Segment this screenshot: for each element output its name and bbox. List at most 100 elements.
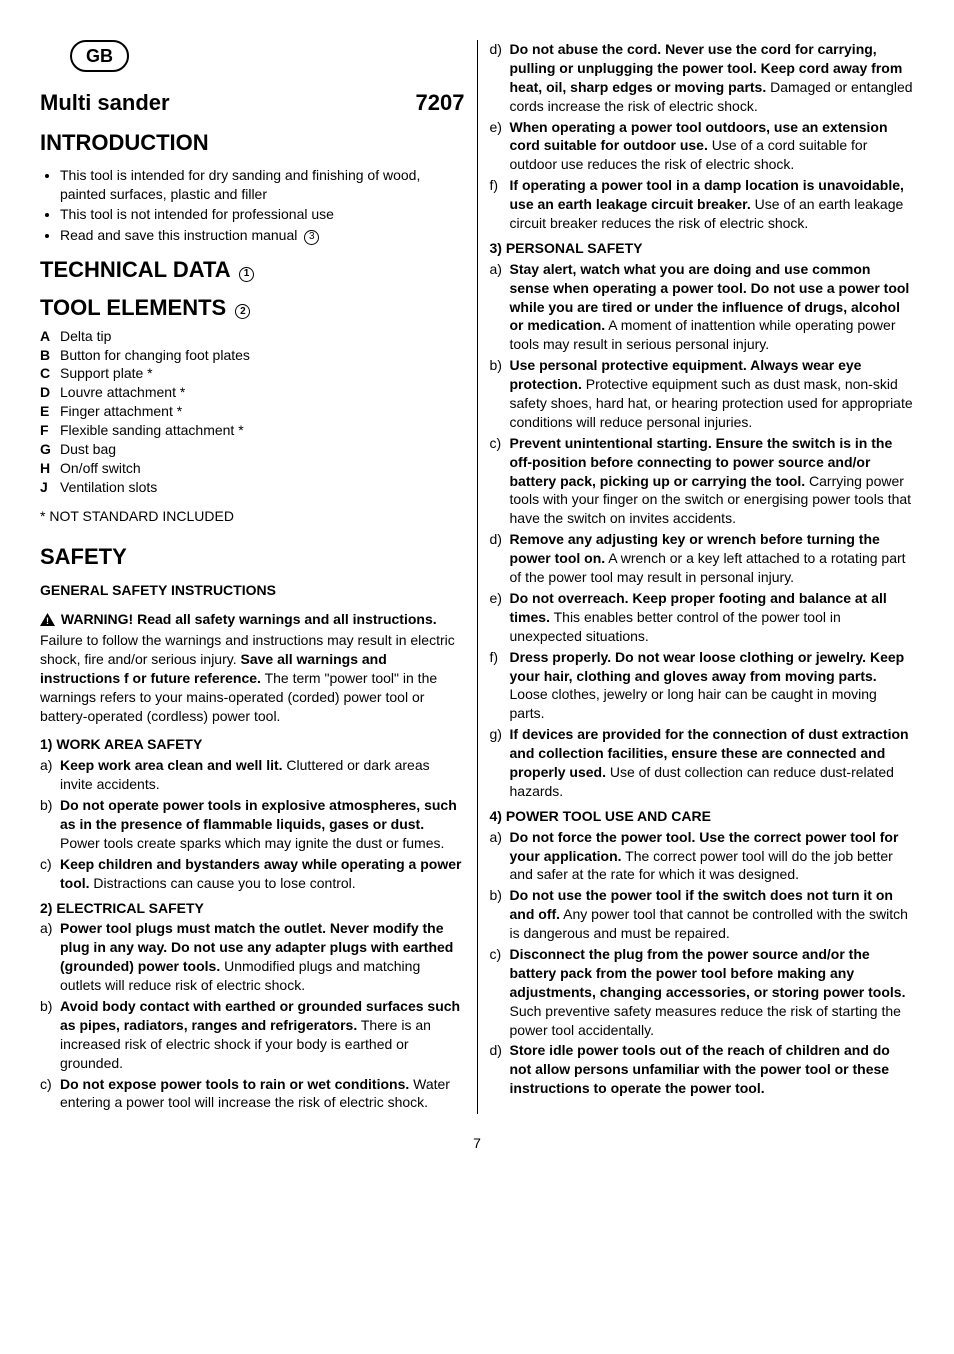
list-item: a)Stay alert, watch what you are doing a… xyxy=(490,260,915,354)
reference-circle-icon: 1 xyxy=(239,267,254,282)
country-badge: GB xyxy=(70,40,129,72)
page-number: 7 xyxy=(40,1134,914,1153)
section-2-heading: 2) ELECTRICAL SAFETY xyxy=(40,899,465,918)
item-marker: c) xyxy=(490,945,510,1039)
tool-element-value: On/off switch xyxy=(60,459,141,478)
section-2-list-left: a)Power tool plugs must match the outlet… xyxy=(40,919,465,1112)
tool-element-row: DLouvre attachment * xyxy=(40,383,465,402)
right-column: d)Do not abuse the cord. Never use the c… xyxy=(477,40,915,1114)
list-item: d)Remove any adjusting key or wrench bef… xyxy=(490,530,915,587)
list-item: b)Avoid body contact with earthed or gro… xyxy=(40,997,465,1073)
list-item: f)Dress properly. Do not wear loose clot… xyxy=(490,648,915,724)
intro-bullet: This tool is not intended for profession… xyxy=(60,205,465,224)
item-marker: b) xyxy=(40,997,60,1073)
tool-element-row: FFlexible sanding attachment * xyxy=(40,421,465,440)
tool-element-row: HOn/off switch xyxy=(40,459,465,478)
list-item: d)Do not abuse the cord. Never use the c… xyxy=(490,40,915,116)
item-bold: Dress properly. Do not wear loose clothi… xyxy=(510,649,905,684)
toolelements-heading-text: TOOL ELEMENTS xyxy=(40,295,226,320)
list-item: b)Do not use the power tool if the switc… xyxy=(490,886,915,943)
list-item: e)When operating a power tool outdoors, … xyxy=(490,118,915,175)
model-number: 7207 xyxy=(416,88,465,118)
section-4-heading: 4) POWER TOOL USE AND CARE xyxy=(490,807,915,826)
warning-icon: ! xyxy=(40,612,55,631)
intro-bullet: This tool is intended for dry sanding an… xyxy=(60,166,465,204)
item-marker: a) xyxy=(490,828,510,885)
tool-element-row: BButton for changing foot plates xyxy=(40,346,465,365)
tool-element-row: EFinger attachment * xyxy=(40,402,465,421)
section-3-heading: 3) PERSONAL SAFETY xyxy=(490,239,915,258)
tool-element-key: C xyxy=(40,364,60,383)
list-item: a)Power tool plugs must match the outlet… xyxy=(40,919,465,995)
item-marker: a) xyxy=(40,756,60,794)
tool-element-key: D xyxy=(40,383,60,402)
list-item: d)Store idle power tools out of the reac… xyxy=(490,1041,915,1098)
reference-circle-icon: 3 xyxy=(304,230,319,245)
tool-element-key: A xyxy=(40,327,60,346)
item-marker: b) xyxy=(40,796,60,853)
item-bold: Do not expose power tools to rain or wet… xyxy=(60,1076,409,1092)
list-item: c)Prevent unintentional starting. Ensure… xyxy=(490,434,915,528)
safety-warning-paragraph: ! WARNING! Read all safety warnings and … xyxy=(40,610,465,725)
item-text: Power tools create sparks which may igni… xyxy=(60,835,444,851)
item-marker: d) xyxy=(490,530,510,587)
list-item: b)Use personal protective equipment. Alw… xyxy=(490,356,915,432)
tool-element-row: JVentilation slots xyxy=(40,478,465,497)
tool-element-value: Ventilation slots xyxy=(60,478,157,497)
svg-text:!: ! xyxy=(46,616,49,626)
tool-element-row: CSupport plate * xyxy=(40,364,465,383)
item-bold: Keep work area clean and well lit. xyxy=(60,757,283,773)
list-item: c)Do not expose power tools to rain or w… xyxy=(40,1075,465,1113)
item-marker: d) xyxy=(490,1041,510,1098)
warning-lead: WARNING! Read all safety warnings and al… xyxy=(61,611,437,627)
section-4-list: a)Do not force the power tool. Use the c… xyxy=(490,828,915,1098)
tool-element-value: Flexible sanding attachment * xyxy=(60,421,244,440)
item-marker: a) xyxy=(40,919,60,995)
item-text: Distractions can cause you to lose contr… xyxy=(90,875,356,891)
tool-elements-note: * NOT STANDARD INCLUDED xyxy=(40,507,465,526)
item-marker: e) xyxy=(490,589,510,646)
techdata-heading: TECHNICAL DATA 1 xyxy=(40,255,465,285)
page-columns: GB Multi sander 7207 INTRODUCTION This t… xyxy=(40,40,914,1114)
list-item: c)Keep children and bystanders away whil… xyxy=(40,855,465,893)
intro-bullet: Read and save this instruction manual 3 xyxy=(60,226,465,245)
tool-element-value: Support plate * xyxy=(60,364,153,383)
list-item: a)Do not force the power tool. Use the c… xyxy=(490,828,915,885)
product-title: Multi sander xyxy=(40,88,170,118)
toolelements-heading: TOOL ELEMENTS 2 xyxy=(40,293,465,323)
item-bold: Disconnect the plug from the power sourc… xyxy=(510,946,906,1000)
item-marker: a) xyxy=(490,260,510,354)
tool-element-key: H xyxy=(40,459,60,478)
section-1-list: a)Keep work area clean and well lit. Clu… xyxy=(40,756,465,892)
list-item: b)Do not operate power tools in explosiv… xyxy=(40,796,465,853)
intro-bullets: This tool is intended for dry sanding an… xyxy=(40,166,465,246)
item-bold: Store idle power tools out of the reach … xyxy=(510,1042,890,1096)
list-item: e)Do not overreach. Keep proper footing … xyxy=(490,589,915,646)
tool-element-key: F xyxy=(40,421,60,440)
item-marker: c) xyxy=(40,1075,60,1113)
item-marker: f) xyxy=(490,176,510,233)
tool-element-key: J xyxy=(40,478,60,497)
item-marker: f) xyxy=(490,648,510,724)
section-1-heading: 1) WORK AREA SAFETY xyxy=(40,735,465,754)
item-text: This enables better control of the power… xyxy=(510,609,841,644)
intro-heading: INTRODUCTION xyxy=(40,128,465,158)
item-marker: b) xyxy=(490,356,510,432)
intro-bullet-text: Read and save this instruction manual xyxy=(60,227,297,243)
section-2-list-right: d)Do not abuse the cord. Never use the c… xyxy=(490,40,915,233)
item-text: Loose clothes, jewelry or long hair can … xyxy=(510,686,877,721)
tool-element-row: ADelta tip xyxy=(40,327,465,346)
list-item: f)If operating a power tool in a damp lo… xyxy=(490,176,915,233)
tool-elements-list: ADelta tip BButton for changing foot pla… xyxy=(40,327,465,497)
tool-element-value: Finger attachment * xyxy=(60,402,182,421)
list-item: g)If devices are provided for the connec… xyxy=(490,725,915,801)
tool-element-value: Louvre attachment * xyxy=(60,383,185,402)
item-marker: d) xyxy=(490,40,510,116)
item-marker: g) xyxy=(490,725,510,801)
tool-element-row: GDust bag xyxy=(40,440,465,459)
tool-element-key: G xyxy=(40,440,60,459)
tool-element-value: Button for changing foot plates xyxy=(60,346,250,365)
tool-element-key: E xyxy=(40,402,60,421)
title-row: Multi sander 7207 xyxy=(40,88,465,118)
tool-element-value: Delta tip xyxy=(60,327,111,346)
